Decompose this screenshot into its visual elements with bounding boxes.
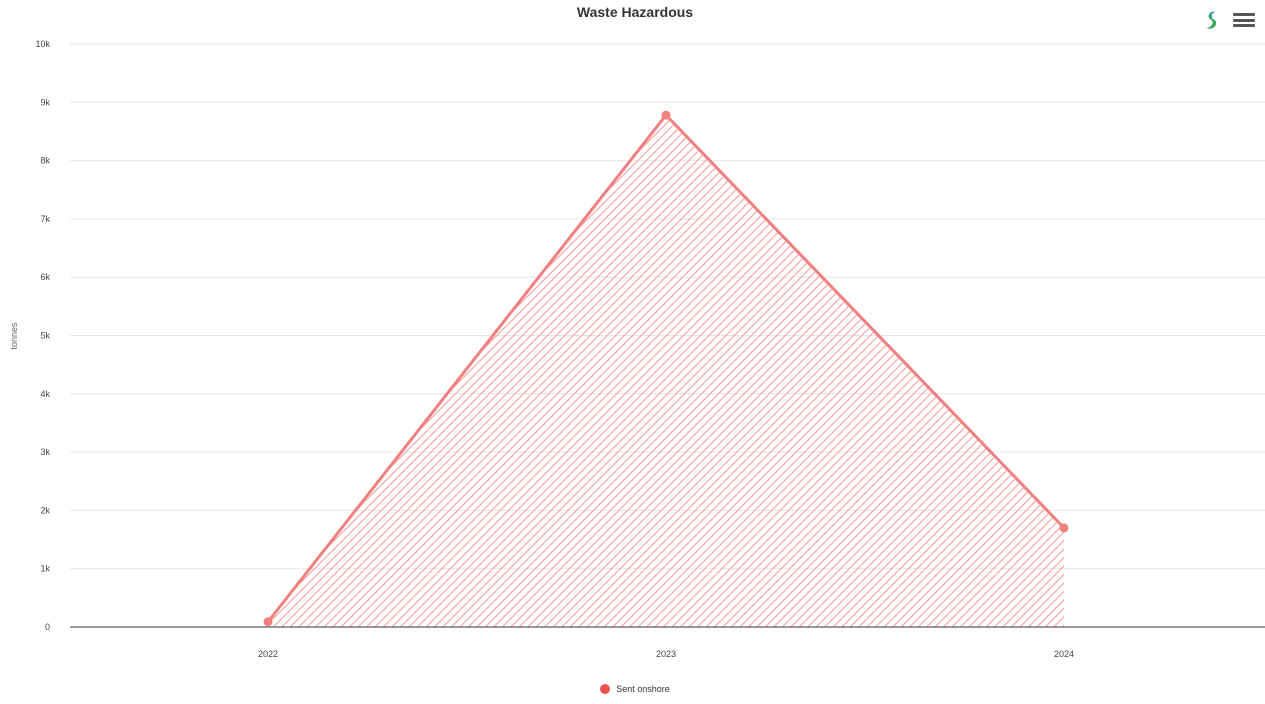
x-tick-label: 2024 — [1054, 649, 1074, 659]
legend[interactable]: Sent onshore — [0, 684, 1265, 694]
leaf-logo-icon — [1206, 11, 1217, 29]
data-point[interactable] — [263, 617, 273, 627]
y-tick-label: 3k — [40, 447, 50, 457]
y-axis-ticks: 0 1k 2k 3k 4k 5k 6k 7k 8k 9k 10k — [35, 39, 50, 632]
y-tick-label: 10k — [35, 39, 50, 49]
series-area-layer — [263, 110, 1069, 627]
chart-title: Waste Hazardous — [576, 4, 694, 20]
y-tick-label: 0 — [45, 622, 50, 632]
x-axis-ticks: 2022 2023 2024 — [258, 649, 1074, 659]
y-tick-label: 8k — [40, 156, 50, 166]
y-tick-label: 1k — [40, 564, 50, 574]
y-tick-label: 2k — [40, 505, 50, 515]
legend-marker — [600, 684, 611, 694]
series-area — [268, 115, 1064, 627]
data-point[interactable] — [1059, 523, 1069, 533]
y-tick-label: 4k — [40, 389, 50, 399]
data-point[interactable] — [661, 110, 671, 120]
y-tick-label: 9k — [40, 97, 50, 107]
y-tick-label: 7k — [40, 214, 50, 224]
y-axis-title: tonnes — [9, 322, 19, 350]
x-tick-label: 2023 — [656, 649, 676, 659]
legend-label: Sent onshore — [616, 684, 670, 694]
chart-toolbar — [1205, 10, 1255, 30]
x-tick-label: 2022 — [258, 649, 278, 659]
y-tick-label: 6k — [40, 272, 50, 282]
y-tick-label: 5k — [40, 331, 50, 341]
hamburger-menu-icon[interactable] — [1233, 11, 1255, 29]
